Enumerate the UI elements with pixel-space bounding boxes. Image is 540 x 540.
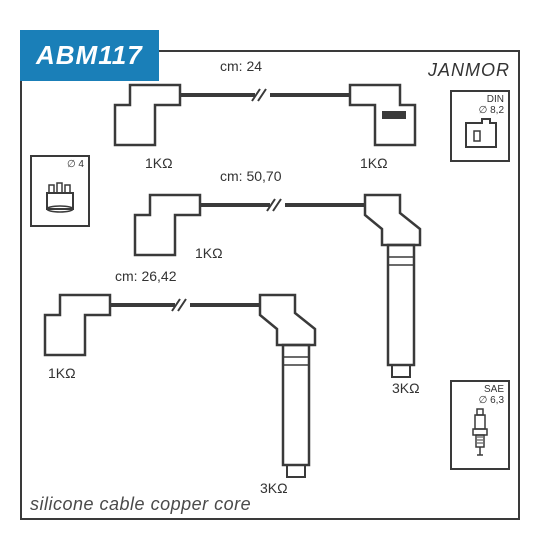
diagram-frame: ABM117 JANMOR ∅ 4 DIN ∅ 8,2 SAE ∅ 6,3	[0, 0, 540, 540]
cable-row3	[40, 285, 350, 485]
cable3-left-ohm: 1KΩ	[48, 365, 76, 381]
cable-row1	[110, 75, 430, 165]
cable3-right-ohm: 3KΩ	[260, 480, 288, 496]
cable1-length-label: cm: 24	[220, 58, 262, 74]
din-spec-box: DIN ∅ 8,2	[450, 90, 510, 162]
cable3-length-label: cm: 26,42	[115, 268, 176, 284]
cable1-left-ohm: 1KΩ	[145, 155, 173, 171]
spark-plug-icon	[452, 406, 508, 462]
din-connector-icon	[452, 116, 508, 154]
cable2-right-ohm: 3KΩ	[392, 380, 420, 396]
cable2-length-label: cm: 50,70	[220, 168, 281, 184]
din-dia-label: ∅ 8,2	[452, 103, 508, 116]
cable1-right-ohm: 1KΩ	[360, 155, 388, 171]
distributor-spec-box: ∅ 4	[30, 155, 90, 227]
brand-label: JANMOR	[428, 60, 510, 81]
part-number-badge: ABM117	[20, 30, 159, 81]
distributor-icon	[32, 170, 88, 218]
sae-spec-box: SAE ∅ 6,3	[450, 380, 510, 470]
distributor-dia-label: ∅ 4	[32, 157, 88, 170]
cable2-left-ohm: 1KΩ	[195, 245, 223, 261]
footer-description: silicone cable copper core	[30, 494, 251, 515]
sae-dia-label: ∅ 6,3	[452, 393, 508, 406]
